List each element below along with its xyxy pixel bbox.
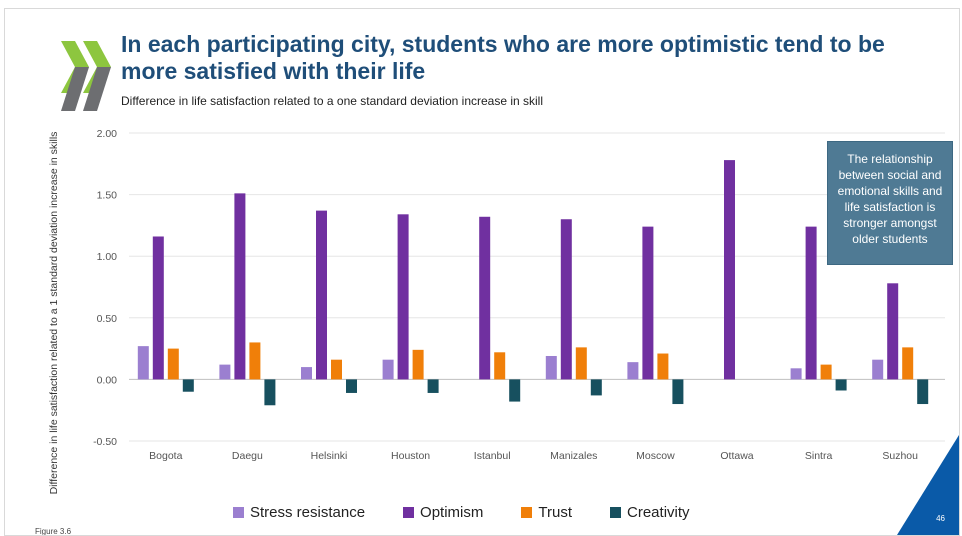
bar-optimism-bogota [152,236,164,380]
slide-subtitle: Difference in life satisfaction related … [121,94,544,108]
bar-trust-istanbul [494,352,506,380]
chevron-logo-icon [61,41,111,111]
y-tick-label: 0.50 [97,313,118,325]
bar-creativity-bogota [182,379,194,392]
y-tick-label: 1.00 [97,251,118,263]
x-tick-label: Suzhou [882,450,918,462]
legend-item-creativity: Creativity [610,504,690,521]
x-tick-label: Houston [391,450,430,462]
y-tick-label: 2.00 [97,128,118,140]
x-tick-label: Helsinki [311,450,348,462]
page-number: 46 [936,514,945,523]
bar-trust-daegu [249,342,261,380]
bar-trust-manizales [575,347,587,380]
bar-stress-resistance-suzhou [872,359,884,380]
x-tick-label: Ottawa [720,450,753,462]
x-tick-labels: Bogota Daegu Helsinki Houston Istanbul Maniza… [149,450,918,462]
bar-stress-resistance-bogota [137,346,149,380]
bars [137,160,929,406]
x-tick-label: Istanbul [474,450,511,462]
bar-optimism-manizales [560,219,572,380]
legend-item-stress-resistance: Stress resistance [233,504,365,521]
legend-label: Optimism [420,504,484,521]
legend-label: Trust [538,504,573,521]
bar-creativity-manizales [590,379,602,396]
bar-creativity-istanbul [509,379,521,402]
legend-swatch [521,507,533,518]
bar-optimism-houston [397,214,409,380]
slide: In each participating city, students who… [4,8,960,536]
corner-triangle [897,435,959,535]
y-tick-labels: 2.00 1.50 1.00 0.50 0.00 -0.50 [93,128,117,448]
legend-item-trust: Trust [521,504,572,521]
y-tick-label: 0.00 [97,374,118,386]
figure-label: Figure 3.6 [35,527,72,536]
bar-stress-resistance-moscow [627,362,639,380]
bar-optimism-daegu [234,193,246,380]
bar-optimism-ottawa [724,160,735,380]
bar-trust-suzhou [902,347,914,380]
bar-trust-sintra [820,364,832,380]
bar-creativity-sintra [835,379,847,391]
legend-swatch [403,507,415,518]
legend-item-optimism: Optimism [403,504,483,521]
bar-optimism-moscow [642,226,654,380]
bar-optimism-istanbul [479,216,491,380]
bar-creativity-suzhou [917,379,929,405]
slide-title: In each participating city, students who… [121,31,885,84]
bar-trust-moscow [657,353,669,380]
bar-stress-resistance-houston [382,359,394,380]
bar-trust-houston [412,349,424,380]
y-tick-label: -0.50 [93,436,117,448]
bar-optimism-helsinki [316,210,327,380]
gridlines [129,132,945,442]
y-axis-label: Difference in life satisfaction related … [48,132,60,495]
bar-creativity-houston [427,379,439,393]
bar-optimism-sintra [805,226,817,380]
bar-optimism-suzhou [887,283,899,380]
legend-swatch [233,507,244,518]
legend-swatch [610,507,622,518]
y-tick-label: 1.50 [97,190,118,202]
x-tick-label: Bogota [149,450,182,462]
legend-label: Creativity [627,504,690,521]
bar-trust-helsinki [331,359,342,380]
bar-stress-resistance-daegu [219,364,231,380]
bar-stress-resistance-helsinki [301,367,312,380]
bar-creativity-daegu [264,379,276,406]
x-tick-label: Sintra [805,450,833,462]
bar-creativity-moscow [672,379,684,405]
bar-trust-bogota [167,348,179,380]
bar-stress-resistance-sintra [790,368,802,380]
x-tick-label: Moscow [636,450,675,462]
callout-box: The relationship between social and emot… [827,141,953,265]
legend-label: Stress resistance [250,504,366,521]
x-tick-label: Manizales [550,450,597,462]
x-tick-label: Daegu [232,450,263,462]
chart-legend: Stress resistance Optimism Trust Creativ… [233,504,728,521]
bar-chart: 2.00 1.50 1.00 0.50 0.00 -0.50 Bogota Daegu Hel… [48,128,945,495]
bar-stress-resistance-manizales [545,355,557,380]
bar-creativity-helsinki [346,379,357,393]
